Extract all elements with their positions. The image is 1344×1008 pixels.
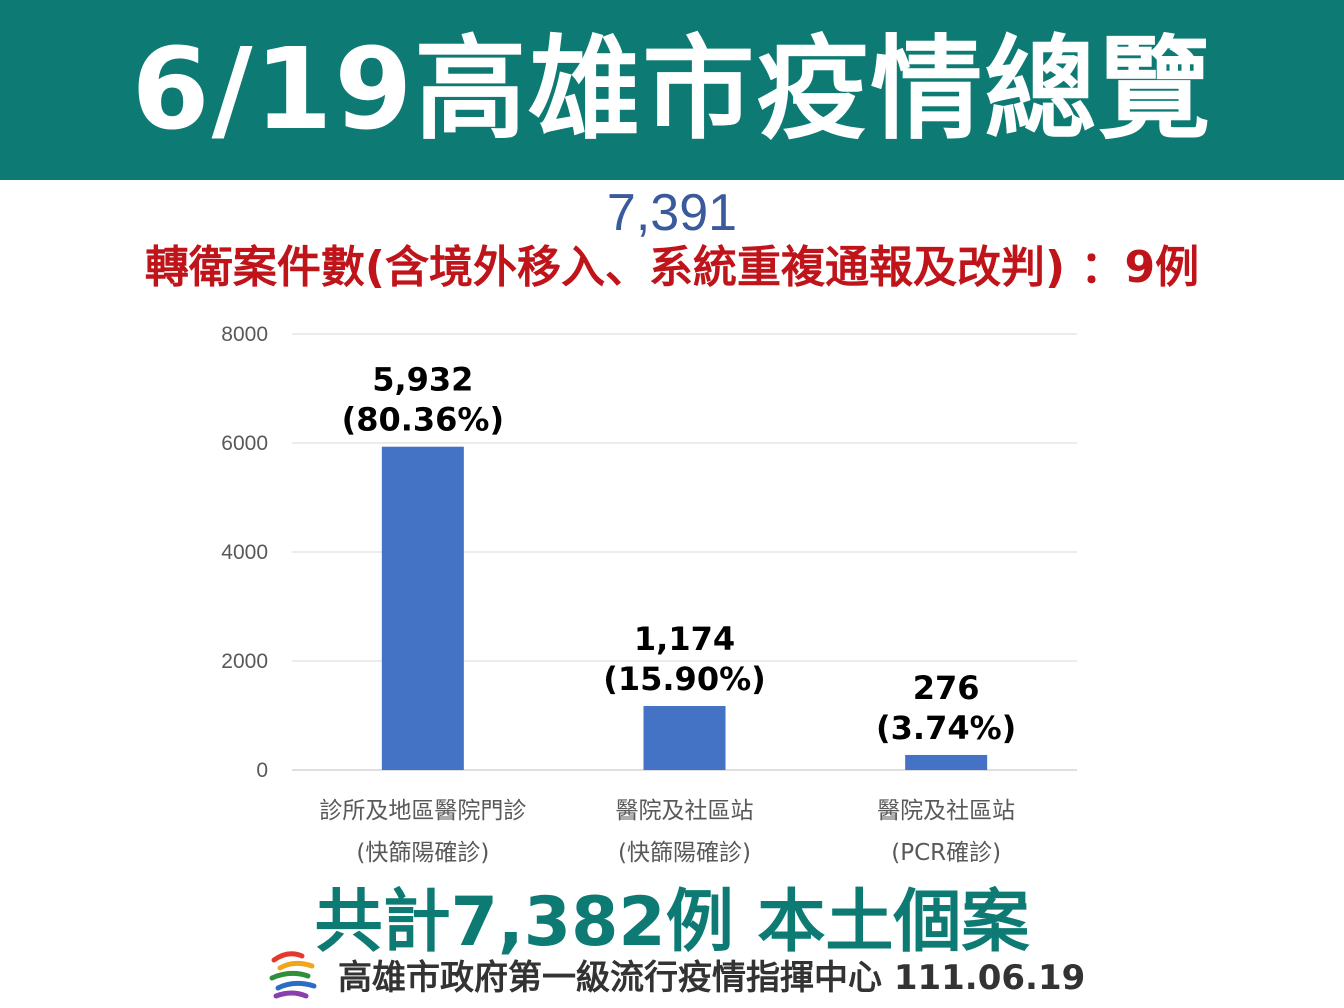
y-tick-label: 0 (256, 759, 268, 782)
total-case-count: 7,391 (606, 184, 738, 242)
bar (381, 446, 464, 770)
x-tick-label: (PCR確診) (891, 840, 1001, 866)
bar (905, 754, 988, 770)
bar (643, 706, 726, 770)
transfer-case-note: 轉衛案件數(含境外移入、系統重複通報及改判) ：9例 (144, 242, 1200, 293)
data-label: (3.74%) (876, 709, 1016, 747)
data-label: 276 (913, 669, 980, 707)
y-tick-label: 8000 (221, 323, 268, 346)
x-tick-label: 醫院及社區站 (616, 798, 754, 824)
x-tick-label: (快篩陽確診) (618, 840, 751, 866)
x-tick-label: 醫院及社區站 (877, 798, 1015, 824)
case-source-bar-chart: 0 2000 4000 6000 8000 5,932(80.36%) 診所及地區醫院門診 (… (221, 323, 1077, 866)
title-banner (0, 0, 1344, 180)
data-label: 1,174 (634, 620, 735, 658)
data-label: (80.36%) (342, 401, 505, 439)
local-case-summary: 共計7,382例 本土個案 (314, 883, 1030, 962)
data-label: (15.90%) (603, 660, 766, 698)
footer: 高雄市政府第一級流行疫情指揮中心 111.06.19 (268, 944, 1085, 1004)
y-tick-label: 4000 (221, 541, 268, 564)
data-label: 5,932 (372, 361, 473, 399)
y-tick-label: 6000 (221, 432, 268, 455)
footer-organization-date: 高雄市政府第一級流行疫情指揮中心 111.06.19 (338, 957, 1086, 998)
kaohsiung-city-logo-icon (269, 951, 317, 999)
x-tick-label: 診所及地區醫院門診 (319, 798, 526, 824)
x-tick-label: (快篩陽確診) (356, 840, 489, 866)
y-tick-label: 2000 (221, 650, 268, 673)
page-title: 6/19高雄市疫情總覽 (131, 25, 1213, 155)
